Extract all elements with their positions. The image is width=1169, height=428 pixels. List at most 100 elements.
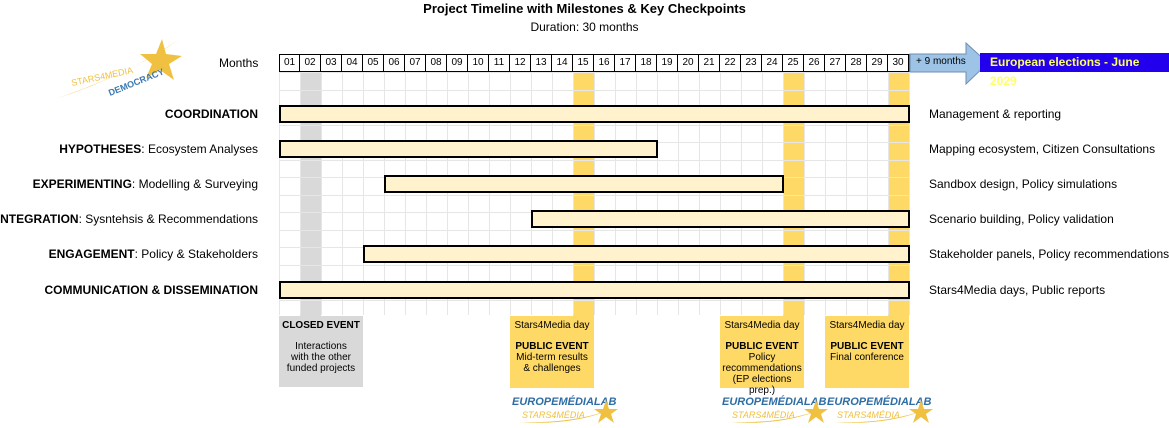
grid-line bbox=[699, 72, 700, 315]
workpackage-bar bbox=[279, 140, 658, 158]
workpackage-name: COMMUNICATION & DISSEMINATION bbox=[44, 283, 258, 297]
month-cell: 22 bbox=[720, 54, 741, 72]
grid-line bbox=[909, 72, 910, 315]
month-cell: 14 bbox=[552, 54, 573, 72]
event-box: CLOSED EVENT Interactions with the other fu… bbox=[279, 316, 363, 387]
grid-line bbox=[636, 72, 637, 315]
month-cell: 07 bbox=[405, 54, 426, 72]
grid-line bbox=[573, 72, 574, 315]
workpackage-label: EXPERIMENTING: Modelling & Surveying bbox=[33, 177, 258, 191]
month-cell: 21 bbox=[699, 54, 720, 72]
workpackage-label: HYPOTHESES: Ecosystem Analyses bbox=[59, 142, 258, 156]
month-cell: 24 bbox=[762, 54, 783, 72]
grid-line bbox=[279, 124, 909, 126]
workpackage-bar bbox=[279, 281, 910, 299]
europemedialab-logo: EUROPEMÉDIALAB STARS4MÉDIA bbox=[827, 395, 933, 423]
grid-line bbox=[762, 72, 763, 315]
europemedialab-logo: EUROPEMÉDIALAB STARS4MÉDIA bbox=[722, 395, 828, 423]
grid-line bbox=[300, 72, 301, 315]
grid-line bbox=[804, 72, 805, 315]
grid-line bbox=[615, 72, 616, 315]
workpackage-description: Stars4Media days, Public reports bbox=[929, 283, 1106, 297]
grid-line bbox=[552, 72, 553, 315]
event-type: Stars4Media day bbox=[724, 320, 800, 331]
event-box: Stars4Media day PUBLIC EVENT Mid-term resu… bbox=[510, 316, 594, 388]
workpackage-name: INTEGRATION bbox=[0, 212, 79, 226]
event-heading: PUBLIC EVENT bbox=[515, 341, 589, 352]
workpackage-name: EXPERIMENTING bbox=[32, 177, 132, 191]
grid-line bbox=[447, 72, 448, 315]
event-heading: PUBLIC EVENT bbox=[725, 341, 799, 352]
workpackage-bar bbox=[384, 175, 784, 193]
month-cell: 20 bbox=[678, 54, 699, 72]
workpackage-bar bbox=[279, 105, 910, 123]
month-cell: 17 bbox=[615, 54, 636, 72]
workpackage-label: INTEGRATION: Sysntehsis & Recommendation… bbox=[0, 212, 258, 226]
grid-line bbox=[741, 72, 742, 315]
month-cell: 09 bbox=[447, 54, 468, 72]
workpackage-bar bbox=[531, 210, 910, 228]
workpackage-name: HYPOTHESES bbox=[59, 142, 142, 156]
month-cell: 15 bbox=[573, 54, 594, 72]
event-detail: with the other bbox=[290, 352, 352, 363]
grid-line bbox=[867, 72, 868, 315]
stars4media-democracy-logo: STARS4MEDIA DEMOCRACY bbox=[55, 39, 182, 99]
event-type: Stars4Media day bbox=[829, 320, 905, 331]
event-detail: Interactions bbox=[295, 341, 347, 352]
diagram-title: Project Timeline with Milestones & Key C… bbox=[423, 1, 746, 16]
workpackage-name: COORDINATION bbox=[164, 107, 258, 121]
grid-line bbox=[405, 72, 406, 315]
event-detail: recommendations bbox=[722, 363, 802, 374]
month-cell: 10 bbox=[468, 54, 489, 72]
grid-line bbox=[657, 72, 658, 315]
workpackage-subtitle: : Sysntehsis & Recommendations bbox=[78, 212, 258, 226]
grid-line bbox=[342, 72, 343, 315]
event-detail: Policy bbox=[748, 352, 776, 363]
svg-text:STARS4MÉDIA: STARS4MÉDIA bbox=[732, 410, 795, 420]
event-detail: & challenges bbox=[523, 363, 581, 374]
grid-line bbox=[594, 72, 595, 315]
event-box: Stars4Media day PUBLIC EVENT Final confere… bbox=[825, 316, 909, 388]
month-cell: 02 bbox=[300, 54, 321, 72]
grid-line bbox=[489, 72, 490, 315]
grid-line bbox=[279, 264, 909, 266]
grid-line bbox=[279, 299, 909, 301]
grid-line bbox=[825, 72, 826, 315]
grid-line bbox=[468, 72, 469, 315]
event-detail: (EP elections prep.) bbox=[732, 374, 792, 396]
month-cell: 19 bbox=[657, 54, 678, 72]
grid-line bbox=[384, 72, 385, 315]
grid-line bbox=[510, 72, 511, 315]
svg-text:STARS4MÉDIA: STARS4MÉDIA bbox=[522, 410, 585, 420]
grid-line bbox=[279, 194, 909, 196]
europemedialab-logo: EUROPEMÉDIALAB STARS4MÉDIA bbox=[512, 395, 618, 423]
month-cell: 30 bbox=[888, 54, 909, 72]
grid-line bbox=[783, 72, 784, 315]
svg-text:EUROPEMÉDIALAB: EUROPEMÉDIALAB bbox=[827, 395, 932, 408]
grid-line bbox=[279, 72, 280, 315]
workpackage-description: Mapping ecosystem, Citizen Consultations bbox=[929, 142, 1156, 156]
month-cell: 28 bbox=[846, 54, 867, 72]
month-cell: 11 bbox=[489, 54, 510, 72]
grid-line bbox=[678, 72, 679, 315]
month-cell: 06 bbox=[384, 54, 405, 72]
diagram-subtitle: Duration: 30 months bbox=[530, 20, 639, 34]
workpackage-subtitle: : Policy & Stakeholders bbox=[134, 247, 258, 261]
grid-line bbox=[531, 72, 532, 315]
month-cell: 01 bbox=[279, 54, 300, 72]
grid-line bbox=[720, 72, 721, 315]
month-cell: 08 bbox=[426, 54, 447, 72]
month-cell: 26 bbox=[804, 54, 825, 72]
highlight-column bbox=[300, 72, 321, 316]
workpackage-label: COMMUNICATION & DISSEMINATION bbox=[44, 283, 258, 297]
month-cell: 03 bbox=[321, 54, 342, 72]
month-cell: 04 bbox=[342, 54, 363, 72]
workpackage-description: Management & reporting bbox=[929, 107, 1062, 121]
month-cell: 23 bbox=[741, 54, 762, 72]
grid-line bbox=[426, 72, 427, 315]
event-detail: Mid-term results bbox=[516, 352, 588, 363]
workpackage-label: ENGAGEMENT: Policy & Stakeholders bbox=[49, 247, 258, 261]
event-detail: Final conference bbox=[830, 352, 904, 363]
workpackage-subtitle: : Modelling & Surveying bbox=[131, 177, 258, 191]
